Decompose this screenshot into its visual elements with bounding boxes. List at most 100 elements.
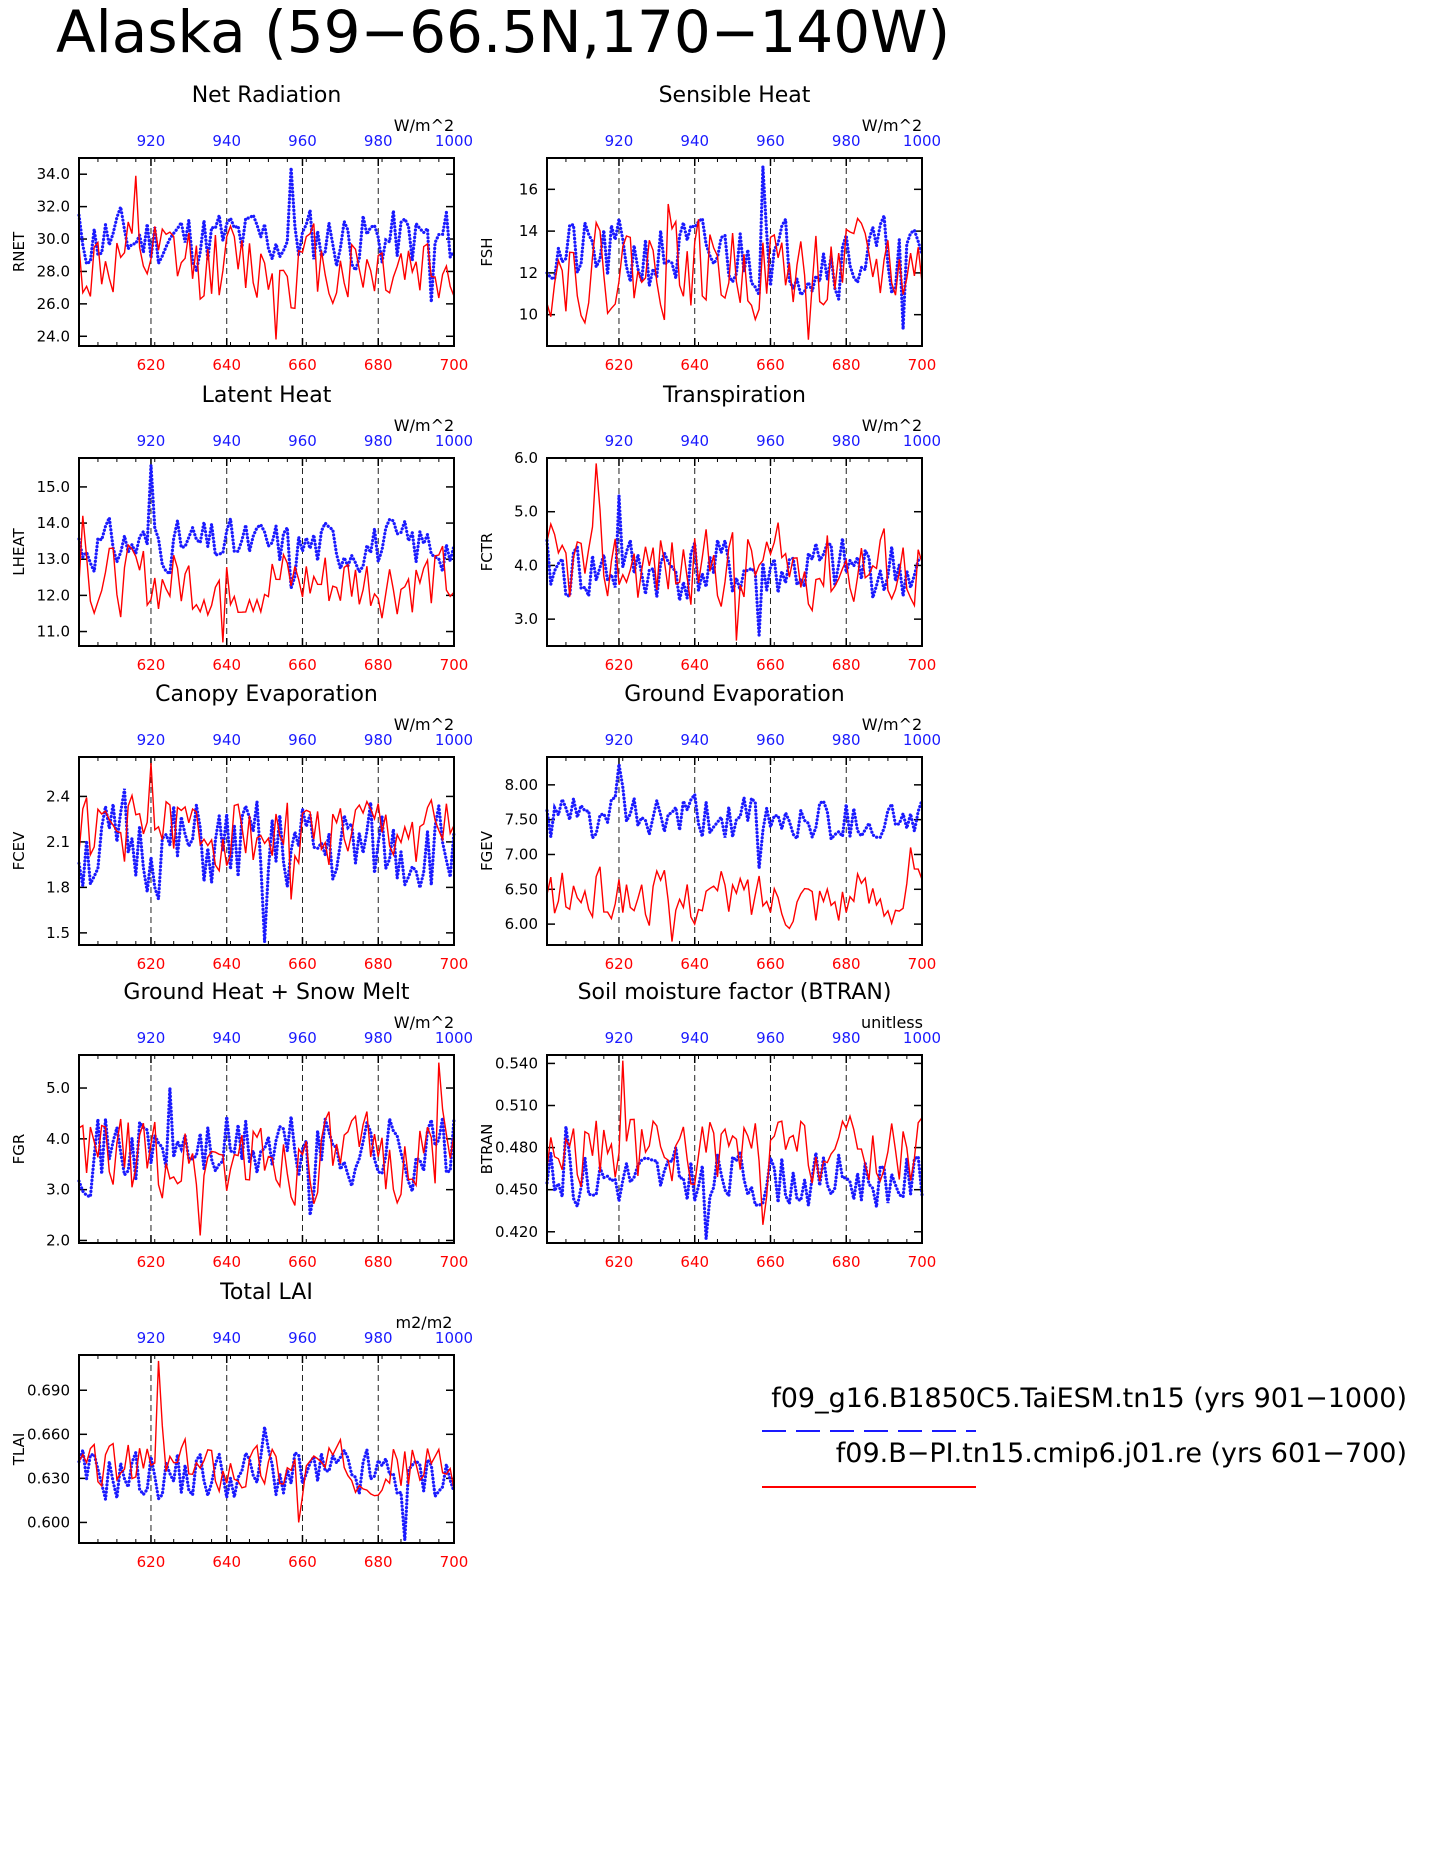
x-top-tick-label: 1000 [435,1329,473,1347]
chart-panel: Soil moisture factor (BTRAN) unitless BTRA… [478,980,941,1271]
x-bottom-tick-label: 700 [440,356,469,374]
x-bottom-tick-label: 620 [605,656,634,674]
series-line-red [78,515,455,643]
units-label: unitless [861,1013,923,1032]
panel-title: Canopy Evaporation [155,682,378,707]
units-label: W/m^2 [862,416,922,435]
chart-panel: Ground Evaporation W/m^2 FGEV 620 640 660 680 7… [478,682,941,973]
x-bottom-tick-label: 700 [908,1253,937,1271]
x-top-tick-label: 980 [832,1029,861,1047]
panel-title: Soil moisture factor (BTRAN) [578,980,892,1005]
chart-panel: Latent Heat W/m^2 LHEAT 620 640 660 680 700 920 9… [10,383,473,674]
x-top-tick-label: 920 [605,731,634,749]
y-tick-label: 32.0 [37,198,70,216]
x-bottom-tick-label: 640 [212,1553,241,1571]
y-tick-label: 10 [519,306,538,324]
y-tick-label: 5.0 [514,503,538,521]
x-top-tick-label: 920 [605,1029,634,1047]
x-top-tick-label: 920 [137,132,166,150]
y-tick-label: 26.0 [37,295,70,313]
x-bottom-tick-label: 620 [137,356,166,374]
units-label: W/m^2 [394,116,454,135]
x-bottom-tick-label: 640 [680,656,709,674]
plot-frame [546,457,923,647]
x-top-tick-label: 980 [364,432,393,450]
x-bottom-tick-label: 660 [756,356,785,374]
x-bottom-tick-label: 680 [364,1553,393,1571]
y-axis-label: LHEAT [10,527,28,575]
units-label: m2/m2 [396,1313,453,1332]
x-top-tick-label: 960 [288,432,317,450]
x-bottom-tick-label: 660 [756,955,785,973]
x-top-tick-label: 980 [364,731,393,749]
x-bottom-tick-label: 660 [756,1253,785,1271]
series-line-blue [545,763,924,869]
x-top-tick-label: 980 [832,132,861,150]
x-bottom-tick-label: 700 [440,656,469,674]
series-line-red [546,463,923,641]
x-top-tick-label: 960 [288,1029,317,1047]
x-bottom-tick-label: 680 [364,356,393,374]
x-top-tick-label: 940 [680,731,709,749]
y-tick-label: 1.8 [46,878,70,896]
y-tick-label: 12 [519,264,538,282]
x-bottom-tick-label: 620 [605,356,634,374]
y-tick-label: 16 [519,180,538,198]
x-top-tick-label: 920 [605,132,634,150]
x-top-tick-label: 1000 [435,731,473,749]
y-tick-label: 6.00 [505,915,538,933]
y-tick-label: 3.0 [46,1181,70,1199]
x-bottom-tick-label: 660 [288,656,317,674]
y-tick-label: 6.0 [514,449,538,467]
x-bottom-tick-label: 700 [908,356,937,374]
legend-label: f09.B−PI.tn15.cmip6.j01.re (yrs 601−700) [836,1438,1407,1469]
panel-title: Latent Heat [202,383,332,408]
plot-frame [78,457,455,647]
y-tick-label: 12.0 [37,586,70,604]
y-tick-label: 8.00 [505,776,538,794]
y-axis-label: FCTR [478,533,496,572]
y-tick-label: 13.0 [37,550,70,568]
y-tick-label: 14 [519,222,538,240]
x-bottom-tick-label: 700 [440,955,469,973]
y-tick-label: 0.660 [27,1425,70,1443]
units-label: W/m^2 [394,416,454,435]
x-bottom-tick-label: 680 [832,955,861,973]
x-bottom-tick-label: 620 [605,955,634,973]
y-tick-label: 6.50 [505,880,538,898]
units-label: W/m^2 [394,1013,454,1032]
x-bottom-tick-label: 640 [680,1253,709,1271]
y-tick-label: 14.0 [37,514,70,532]
x-top-tick-label: 1000 [903,132,941,150]
x-top-tick-label: 940 [212,731,241,749]
series-line-red [546,203,923,340]
x-bottom-tick-label: 660 [288,356,317,374]
y-tick-label: 0.480 [495,1139,538,1157]
plot-frame [78,157,455,347]
panel-title: Ground Evaporation [624,682,844,707]
y-axis-label: BTRAN [478,1124,496,1175]
x-bottom-tick-label: 640 [680,955,709,973]
y-tick-label: 1.5 [46,924,70,942]
y-tick-label: 28.0 [37,262,70,280]
x-top-tick-label: 960 [756,731,785,749]
x-top-tick-label: 980 [364,132,393,150]
x-bottom-tick-label: 700 [440,1253,469,1271]
y-tick-label: 0.450 [495,1181,538,1199]
x-top-tick-label: 1000 [435,1029,473,1047]
series-line-blue [545,1126,924,1239]
y-tick-label: 7.00 [505,845,538,863]
chart-panel: Net Radiation W/m^2 RNET 620 640 660 680 700 920… [10,83,473,374]
y-axis-label: FSH [478,237,496,266]
y-tick-label: 7.50 [505,811,538,829]
plot-frame [78,1354,455,1544]
x-bottom-tick-label: 640 [212,1253,241,1271]
chart-panel: Sensible Heat W/m^2 FSH 620 640 660 680 700 920 9… [478,83,941,374]
y-tick-label: 0.600 [27,1513,70,1531]
series-line-red [546,847,923,942]
series-line-blue [77,1426,456,1541]
x-top-tick-label: 1000 [903,1029,941,1047]
x-top-tick-label: 940 [680,1029,709,1047]
x-top-tick-label: 960 [756,132,785,150]
y-tick-label: 24.0 [37,327,70,345]
